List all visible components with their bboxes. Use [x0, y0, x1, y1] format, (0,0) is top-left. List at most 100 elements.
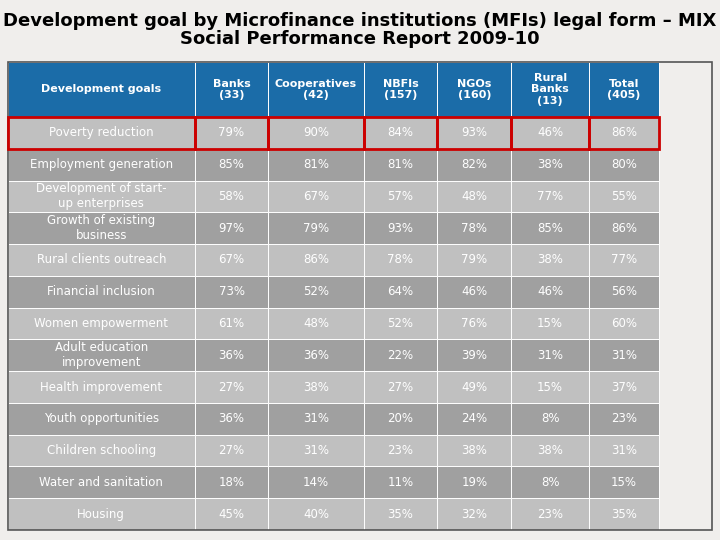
Text: Rural
Banks
(13): Rural Banks (13) — [531, 73, 569, 106]
Bar — [589, 244, 660, 276]
Text: 82%: 82% — [462, 158, 487, 171]
Bar — [438, 467, 511, 498]
Bar — [269, 244, 364, 276]
Text: 38%: 38% — [537, 444, 563, 457]
Text: Children schooling: Children schooling — [47, 444, 156, 457]
Text: Social Performance Report 2009-10: Social Performance Report 2009-10 — [180, 30, 540, 48]
Text: 86%: 86% — [611, 126, 637, 139]
Bar — [8, 212, 194, 244]
Text: 56%: 56% — [611, 285, 637, 298]
Bar — [364, 117, 438, 148]
Bar — [194, 244, 269, 276]
Text: 14%: 14% — [303, 476, 329, 489]
Bar — [269, 308, 364, 339]
Bar — [269, 212, 364, 244]
Bar — [194, 212, 269, 244]
Text: 48%: 48% — [303, 317, 329, 330]
Text: 31%: 31% — [537, 349, 563, 362]
Text: Water and sanitation: Water and sanitation — [40, 476, 163, 489]
Bar — [269, 403, 364, 435]
Bar — [364, 244, 438, 276]
Bar — [589, 180, 660, 212]
Text: Housing: Housing — [77, 508, 125, 521]
Bar — [269, 276, 364, 308]
Text: Growth of existing
business: Growth of existing business — [47, 214, 156, 242]
Bar — [438, 148, 511, 180]
Text: 73%: 73% — [219, 285, 245, 298]
Text: NBFIs
(157): NBFIs (157) — [382, 79, 418, 100]
Text: 31%: 31% — [303, 413, 329, 426]
Text: 79%: 79% — [303, 222, 329, 235]
Bar — [511, 308, 589, 339]
Bar — [511, 339, 589, 371]
Text: Employment generation: Employment generation — [30, 158, 173, 171]
Bar — [511, 498, 589, 530]
Bar — [269, 148, 364, 180]
Bar — [589, 498, 660, 530]
Text: 35%: 35% — [611, 508, 637, 521]
Bar — [364, 498, 438, 530]
Bar — [194, 339, 269, 371]
Text: 46%: 46% — [462, 285, 487, 298]
Bar — [438, 244, 511, 276]
Bar — [269, 117, 364, 148]
Bar — [364, 435, 438, 467]
Text: 86%: 86% — [611, 222, 637, 235]
Bar — [364, 308, 438, 339]
Bar — [364, 339, 438, 371]
Text: 46%: 46% — [537, 285, 563, 298]
Bar — [8, 62, 194, 117]
Bar — [511, 62, 589, 117]
Text: 45%: 45% — [219, 508, 245, 521]
Bar — [438, 117, 511, 148]
Bar — [438, 276, 511, 308]
Text: 37%: 37% — [611, 381, 637, 394]
Text: Financial inclusion: Financial inclusion — [48, 285, 155, 298]
Bar — [589, 276, 660, 308]
Text: Total
(405): Total (405) — [607, 79, 641, 100]
Text: 11%: 11% — [387, 476, 413, 489]
Bar — [194, 403, 269, 435]
Text: Poverty reduction: Poverty reduction — [49, 126, 153, 139]
Text: 81%: 81% — [303, 158, 329, 171]
Text: 52%: 52% — [303, 285, 329, 298]
Bar — [194, 180, 269, 212]
Bar — [194, 498, 269, 530]
Bar — [511, 435, 589, 467]
Text: 85%: 85% — [219, 158, 245, 171]
Bar — [194, 276, 269, 308]
Text: 27%: 27% — [387, 381, 413, 394]
Bar — [194, 62, 269, 117]
Bar — [589, 148, 660, 180]
Bar — [364, 467, 438, 498]
Text: 20%: 20% — [387, 413, 413, 426]
Text: 84%: 84% — [387, 126, 413, 139]
Bar — [269, 339, 364, 371]
Text: Rural clients outreach: Rural clients outreach — [37, 253, 166, 266]
Text: 61%: 61% — [218, 317, 245, 330]
Text: Banks
(33): Banks (33) — [212, 79, 251, 100]
Bar — [589, 435, 660, 467]
Text: 15%: 15% — [537, 381, 563, 394]
Bar — [194, 371, 269, 403]
Bar — [589, 117, 660, 148]
Bar — [511, 371, 589, 403]
Bar — [438, 308, 511, 339]
Text: 35%: 35% — [387, 508, 413, 521]
Text: 23%: 23% — [537, 508, 563, 521]
Text: 60%: 60% — [611, 317, 637, 330]
Text: 27%: 27% — [218, 444, 245, 457]
Text: Development goals: Development goals — [41, 84, 161, 94]
Bar — [269, 435, 364, 467]
Text: 67%: 67% — [218, 253, 245, 266]
Bar — [8, 308, 194, 339]
Bar — [8, 371, 194, 403]
Text: 86%: 86% — [303, 253, 329, 266]
Bar — [8, 148, 194, 180]
Text: 36%: 36% — [219, 349, 245, 362]
Text: 23%: 23% — [611, 413, 637, 426]
Text: 15%: 15% — [611, 476, 637, 489]
Text: 31%: 31% — [303, 444, 329, 457]
Text: 81%: 81% — [387, 158, 413, 171]
Text: 27%: 27% — [218, 381, 245, 394]
